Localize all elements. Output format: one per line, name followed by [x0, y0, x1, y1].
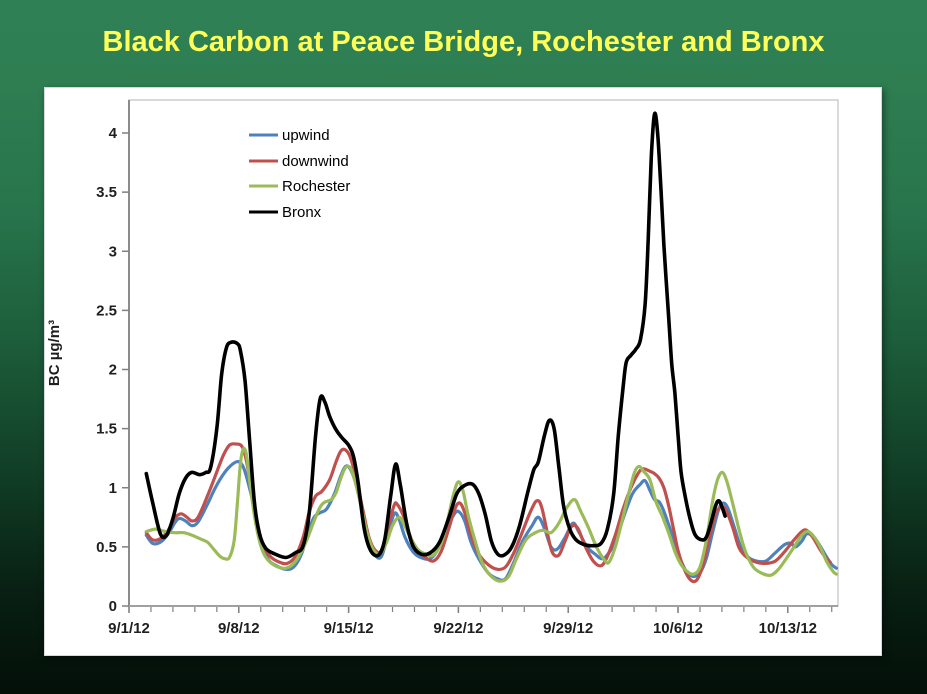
y-tick-label: 0: [109, 598, 117, 615]
y-tick-label: 4: [109, 125, 118, 142]
legend: upwind downwind Rochester Bronx: [249, 127, 350, 221]
legend-label-Rochester: Rochester: [282, 178, 350, 195]
legend-label-upwind: upwind: [282, 127, 330, 144]
y-tick-label: 1: [109, 480, 117, 497]
y-axis-title: BC µg/m³: [46, 320, 63, 386]
series-line-Bronx: [144, 111, 727, 560]
legend-label-downwind: downwind: [282, 153, 349, 170]
legend-label-Bronx: Bronx: [282, 204, 322, 221]
y-tick-label: 2: [109, 362, 117, 379]
series-line-Rochester: [144, 446, 838, 583]
x-tick-label: 10/13/12: [759, 620, 817, 637]
black-carbon-line-chart: 0 0.5 1 1.5 2 2.5 3 3.5 4 9/1/12 9/8/12 9/15/12 9/22…: [46, 99, 839, 637]
legend-item-downwind: downwind: [249, 153, 349, 170]
legend-item-Bronx: Bronx: [249, 204, 322, 221]
legend-item-upwind: upwind: [249, 127, 330, 144]
legend-item-Rochester: Rochester: [249, 178, 350, 195]
series-lines-group: [144, 111, 838, 584]
x-tick-label: 9/29/12: [543, 620, 593, 637]
y-tick-label: 0.5: [96, 539, 117, 556]
y-tick-label: 3: [109, 243, 117, 260]
y-tick-label: 1.5: [96, 421, 117, 438]
slide-title: Black Carbon at Peace Bridge, Rochester …: [102, 26, 825, 58]
y-tick-label: 2.5: [96, 302, 117, 319]
x-tick-label: 9/22/12: [433, 620, 483, 637]
y-tick-label: 3.5: [96, 184, 117, 201]
chart-panel: 0 0.5 1 1.5 2 2.5 3 3.5 4 9/1/12 9/8/12 9/15/12 9/22…: [44, 87, 882, 656]
x-tick-label: 9/1/12: [108, 620, 150, 637]
x-tick-label: 9/15/12: [324, 620, 374, 637]
x-tick-label: 10/6/12: [653, 620, 703, 637]
x-tick-label: 9/8/12: [218, 620, 260, 637]
